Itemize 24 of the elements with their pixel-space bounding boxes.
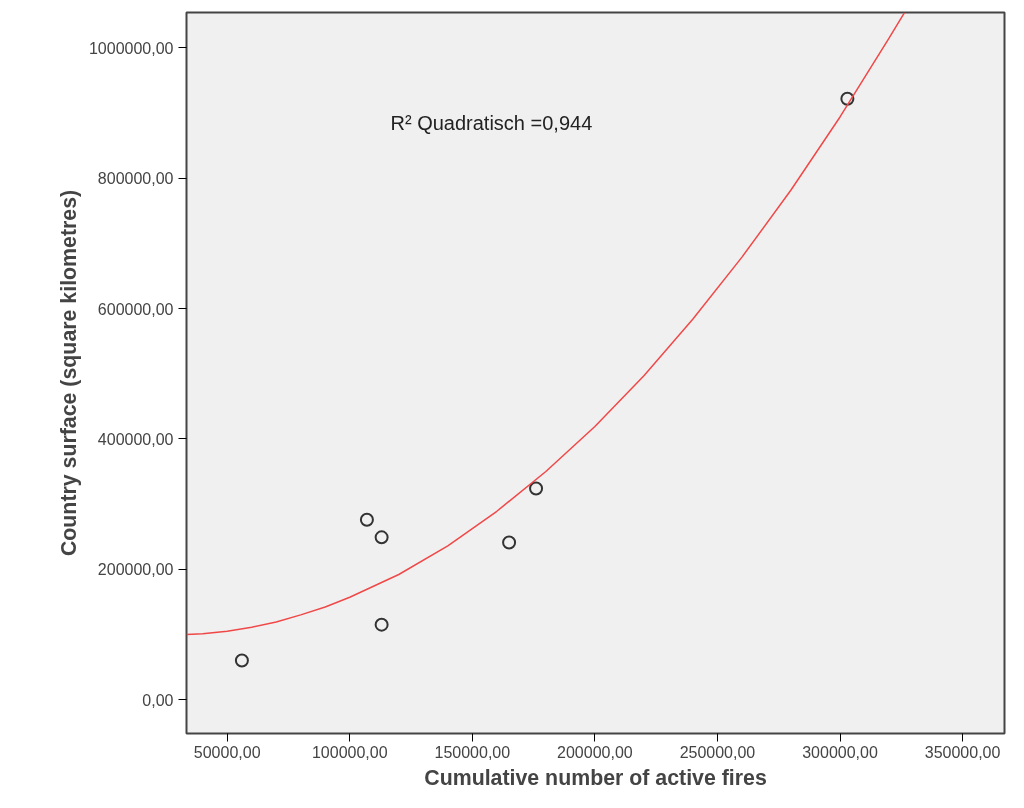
x-tick-label: 150000,00	[434, 743, 511, 761]
x-tick-label: 350000,00	[924, 743, 1001, 761]
point	[374, 530, 389, 545]
x-tick-label: 50000,00	[193, 743, 261, 761]
x-tick-label: 300000,00	[802, 743, 878, 761]
point	[529, 481, 544, 496]
point	[359, 512, 374, 527]
x-axis-title: Cumulative number of active fires	[424, 765, 767, 790]
point	[374, 617, 389, 632]
y-tick-label: 800000,00	[97, 170, 174, 188]
x-tick-label: 250000,00	[679, 743, 756, 761]
point	[234, 653, 249, 668]
x-tick-label: 200000,00	[557, 743, 633, 761]
y-tick-label: 200000,00	[97, 561, 174, 579]
y-tick-label: 0,00	[142, 691, 174, 709]
line-series	[186, 12, 906, 636]
y-tick-label: 400000,00	[97, 430, 174, 448]
y-axis-title: Country surface (square kilometres)	[56, 189, 81, 557]
point	[840, 91, 855, 106]
annotation: R² Quadratisch =0,944	[390, 111, 593, 134]
point	[502, 535, 517, 550]
y-tick-label: 600000,00	[97, 300, 174, 318]
x-tick-label: 100000,00	[311, 743, 388, 761]
y-tick-label: 1000000,00	[88, 39, 174, 57]
